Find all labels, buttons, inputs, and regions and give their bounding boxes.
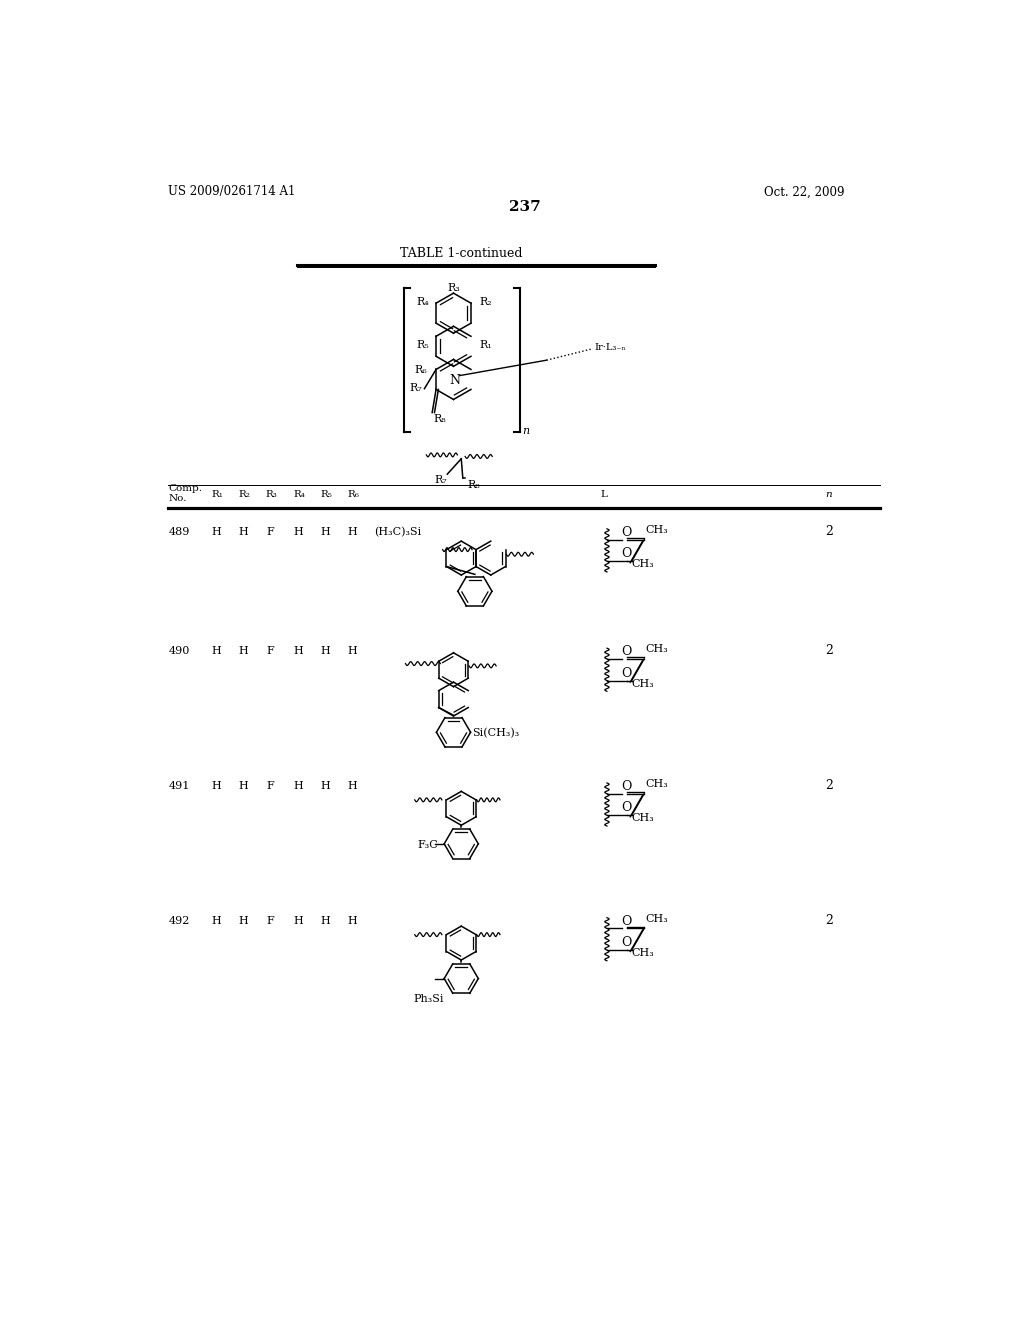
- Text: n: n: [522, 426, 529, 436]
- Text: L: L: [601, 490, 607, 499]
- Text: H: H: [239, 916, 249, 925]
- Text: CH₃: CH₃: [632, 948, 654, 958]
- Text: R₄: R₄: [417, 297, 429, 308]
- Text: TABLE 1-continued: TABLE 1-continued: [400, 247, 522, 260]
- Text: R₃: R₃: [266, 490, 278, 499]
- Text: 2: 2: [825, 644, 834, 657]
- Text: Si(CH₃)₃: Si(CH₃)₃: [472, 727, 519, 738]
- Text: Comp.: Comp.: [168, 484, 203, 494]
- Text: H: H: [212, 916, 221, 925]
- Text: CH₃: CH₃: [646, 913, 669, 924]
- Text: H: H: [321, 916, 330, 925]
- Text: R₂: R₂: [239, 490, 251, 499]
- Text: H: H: [293, 527, 303, 537]
- Text: F₃C: F₃C: [417, 840, 438, 850]
- Text: H: H: [212, 647, 221, 656]
- Text: CH₃: CH₃: [646, 779, 669, 789]
- Text: H: H: [239, 527, 249, 537]
- Text: O: O: [621, 780, 631, 793]
- Text: R₈: R₈: [433, 413, 445, 424]
- Text: R₄: R₄: [293, 490, 305, 499]
- Text: H: H: [293, 647, 303, 656]
- Text: 489: 489: [168, 527, 189, 537]
- Text: CH₃: CH₃: [646, 524, 669, 535]
- Text: R₇: R₇: [409, 383, 422, 393]
- Text: H: H: [293, 916, 303, 925]
- Text: O: O: [621, 915, 631, 928]
- Text: H: H: [347, 916, 357, 925]
- Text: CH₃: CH₃: [632, 560, 654, 569]
- Text: Ir·L₃₋ₙ: Ir·L₃₋ₙ: [595, 343, 627, 352]
- Text: CH₃: CH₃: [646, 644, 669, 653]
- Text: 490: 490: [168, 647, 189, 656]
- Text: O: O: [621, 801, 631, 814]
- Text: 2: 2: [825, 779, 834, 792]
- Text: R₆: R₆: [415, 366, 427, 375]
- Text: (H₃C)₃Si: (H₃C)₃Si: [375, 527, 422, 537]
- Text: n: n: [825, 490, 833, 499]
- Text: 237: 237: [509, 199, 541, 214]
- Text: CH₃: CH₃: [632, 678, 654, 689]
- Text: 492: 492: [168, 916, 189, 925]
- Text: Ph₃Si: Ph₃Si: [414, 994, 443, 1003]
- Text: R₆: R₆: [347, 490, 359, 499]
- Text: R₁: R₁: [212, 490, 223, 499]
- Text: H: H: [347, 781, 357, 791]
- Text: O: O: [621, 525, 631, 539]
- Text: O: O: [621, 548, 631, 560]
- Text: O: O: [621, 936, 631, 949]
- Text: R₃: R₃: [447, 282, 461, 293]
- Text: H: H: [239, 781, 249, 791]
- Text: No.: No.: [168, 494, 186, 503]
- Text: R₅: R₅: [417, 339, 429, 350]
- Text: R₁: R₁: [480, 339, 493, 350]
- Text: N: N: [450, 375, 461, 388]
- Text: R₂: R₂: [480, 297, 493, 308]
- Text: H: H: [347, 527, 357, 537]
- Text: Oct. 22, 2009: Oct. 22, 2009: [764, 185, 844, 198]
- Text: 2: 2: [825, 525, 834, 539]
- Text: H: H: [239, 647, 249, 656]
- Text: H: H: [321, 527, 330, 537]
- Text: H: H: [293, 781, 303, 791]
- Text: F: F: [266, 527, 273, 537]
- Text: H: H: [212, 781, 221, 791]
- Text: R₈: R₈: [467, 480, 480, 490]
- Text: F: F: [266, 647, 273, 656]
- Text: H: H: [321, 781, 330, 791]
- Text: O: O: [621, 667, 631, 680]
- Text: O: O: [621, 645, 631, 659]
- Text: H: H: [212, 527, 221, 537]
- Text: F: F: [266, 781, 273, 791]
- Text: 491: 491: [168, 781, 189, 791]
- Text: 2: 2: [825, 913, 834, 927]
- Text: CH₃: CH₃: [632, 813, 654, 824]
- Text: H: H: [321, 647, 330, 656]
- Text: R₇: R₇: [434, 475, 446, 486]
- Text: F: F: [266, 916, 273, 925]
- Text: US 2009/0261714 A1: US 2009/0261714 A1: [168, 185, 296, 198]
- Text: R₅: R₅: [321, 490, 332, 499]
- Text: H: H: [347, 647, 357, 656]
